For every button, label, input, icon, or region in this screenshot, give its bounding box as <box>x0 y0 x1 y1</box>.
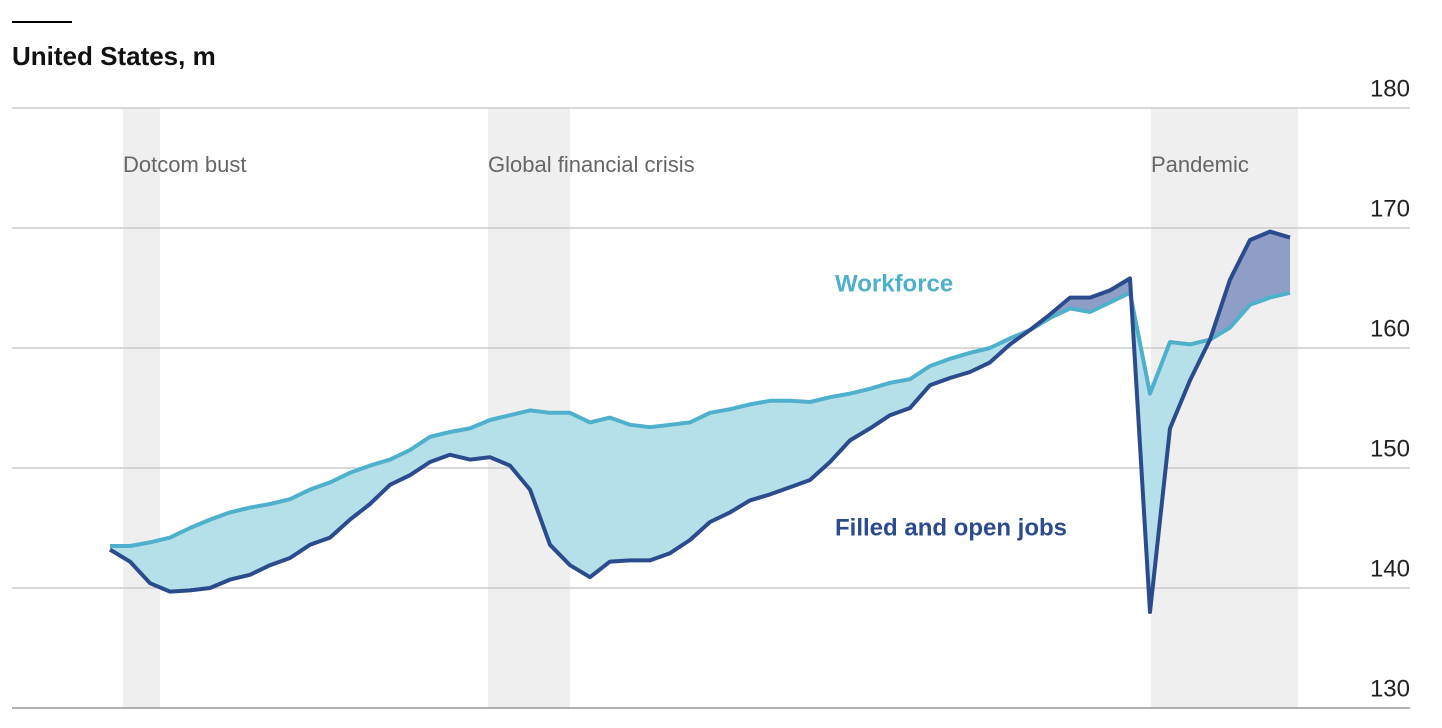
series-line <box>108 229 1291 614</box>
y-tick-label: 140 <box>1370 555 1410 582</box>
y-tick-label: 180 <box>1370 75 1410 102</box>
series-label: Filled and open jobs <box>835 514 1067 541</box>
gap-area <box>110 231 1290 612</box>
period-band <box>123 108 160 708</box>
period-band <box>488 108 570 708</box>
series-label: Workforce <box>835 270 953 297</box>
period-label: Global financial crisis <box>488 152 695 177</box>
y-tick-label: 170 <box>1370 195 1410 222</box>
y-tick-label: 160 <box>1370 315 1410 342</box>
y-tick-label: 150 <box>1370 435 1410 462</box>
period-label: Pandemic <box>1151 152 1249 177</box>
series-line <box>110 290 1291 548</box>
y-tick-label: 130 <box>1370 675 1410 702</box>
period-label: Dotcom bust <box>123 152 247 177</box>
chart-title: United States, m <box>12 41 216 71</box>
